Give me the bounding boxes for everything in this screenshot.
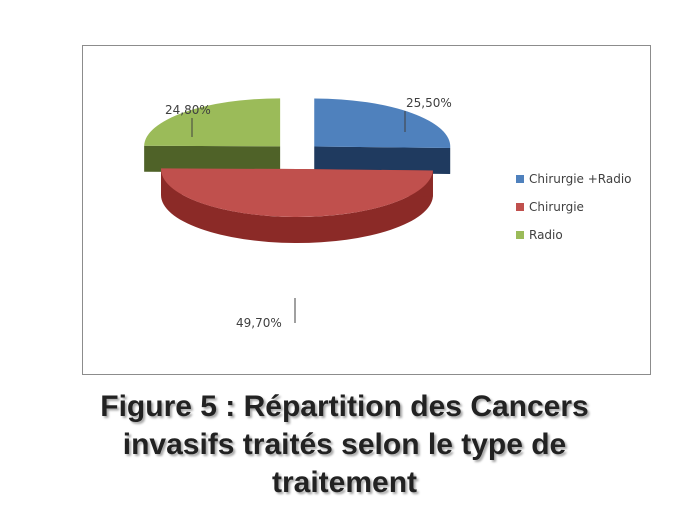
caption-line-3: traitement (271, 466, 418, 499)
legend-label-2: Chirurgie (529, 200, 584, 214)
caption-line-1: Figure 5 : Répartition des Cancers (100, 390, 589, 423)
pie-slice-3 (144, 98, 281, 147)
pie-slice-side-3 (144, 145, 281, 173)
legend-swatch-3 (516, 231, 524, 239)
pie-chart: 25,50% 49,70% 24,80% Chirurgie +Radio Chiru… (144, 96, 632, 330)
pie-slice-cut-face-3-1 (144, 145, 281, 173)
pie-slice-2 (161, 168, 433, 217)
legend-label-3: Radio (529, 228, 563, 242)
data-label-1: 25,50% (406, 96, 452, 110)
data-label-3: 24,80% (165, 103, 211, 117)
pie-slice-side-1 (314, 146, 451, 174)
legend-swatch-2 (516, 203, 524, 211)
data-label-2: 49,70% (236, 316, 282, 330)
chart-frame: 25,50% 49,70% 24,80% Chirurgie +Radio Chiru… (82, 45, 651, 375)
pie-slice-1 (314, 98, 451, 148)
legend-swatch-1 (516, 175, 524, 183)
pie-slice-cut-face-1-2 (314, 146, 451, 174)
legend-label-1: Chirurgie +Radio (529, 172, 632, 186)
caption-line-2: invasifs traités selon le type de (122, 428, 567, 461)
figure-caption: Figure 5 : Répartition des Cancers invas… (0, 388, 689, 502)
pie-slice-wall-2 (161, 169, 433, 243)
